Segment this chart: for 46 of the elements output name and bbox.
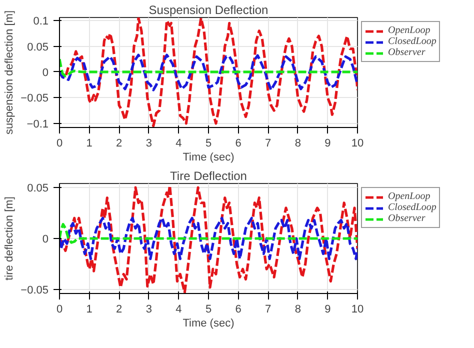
x-tick-label: 8 bbox=[294, 304, 301, 316]
y-tick-label: 0.1 bbox=[33, 16, 49, 28]
legend-label: OpenLoop bbox=[388, 25, 430, 36]
legend-label: Observer bbox=[388, 47, 426, 58]
x-tick-label: 6 bbox=[235, 304, 242, 316]
x-tick-label: 10 bbox=[351, 304, 364, 316]
y-tick-label: −0.05 bbox=[20, 92, 49, 105]
x-tick-label: 9 bbox=[324, 304, 331, 316]
chart-title: Tire Deflection bbox=[170, 169, 247, 183]
x-tick-label: 2 bbox=[116, 304, 122, 316]
x-tick-label: 10 bbox=[351, 138, 364, 150]
x-tick-label: 5 bbox=[205, 304, 212, 316]
y-tick-label: 0.05 bbox=[27, 41, 49, 54]
y-axis-title: suspension deflection [m] bbox=[4, 10, 16, 135]
x-tick-label: 8 bbox=[294, 138, 301, 150]
x-tick-label: 4 bbox=[176, 304, 182, 316]
y-tick-label: −0.1 bbox=[26, 118, 49, 130]
line-series bbox=[60, 58, 358, 78]
x-tick-label: 9 bbox=[324, 138, 331, 150]
x-tick-label: 2 bbox=[116, 138, 122, 150]
y-tick-label: 0.05 bbox=[27, 182, 49, 195]
x-tick-label: 3 bbox=[146, 304, 152, 316]
x-tick-label: 3 bbox=[146, 138, 152, 150]
x-tick-label: 6 bbox=[235, 138, 242, 150]
legend-label: ClosedLoop bbox=[388, 202, 436, 213]
chart-title: Suspension Deflection bbox=[148, 3, 268, 17]
y-axis-title: tire deflection [m] bbox=[4, 196, 16, 280]
legend-label: OpenLoop bbox=[388, 191, 430, 202]
y-tick-label: −0.05 bbox=[20, 284, 49, 296]
x-axis-title: Time (sec) bbox=[182, 318, 234, 330]
x-tick-label: 5 bbox=[205, 138, 212, 150]
x-axis-title: Time (sec) bbox=[182, 152, 234, 164]
line-series bbox=[60, 216, 358, 260]
x-tick-label: 4 bbox=[176, 138, 182, 150]
x-tick-label: 0 bbox=[56, 304, 63, 316]
line-series bbox=[60, 54, 358, 92]
x-tick-label: 1 bbox=[86, 138, 92, 150]
y-tick-label: 0 bbox=[42, 234, 49, 246]
x-tick-label: 1 bbox=[86, 304, 92, 316]
x-tick-label: 7 bbox=[265, 138, 272, 150]
legend-label: Observer bbox=[388, 213, 426, 224]
y-tick-label: 0 bbox=[42, 66, 49, 79]
x-tick-label: 0 bbox=[56, 138, 63, 150]
line-series bbox=[60, 222, 358, 244]
legend-label: ClosedLoop bbox=[388, 36, 436, 47]
x-tick-label: 7 bbox=[265, 304, 272, 316]
